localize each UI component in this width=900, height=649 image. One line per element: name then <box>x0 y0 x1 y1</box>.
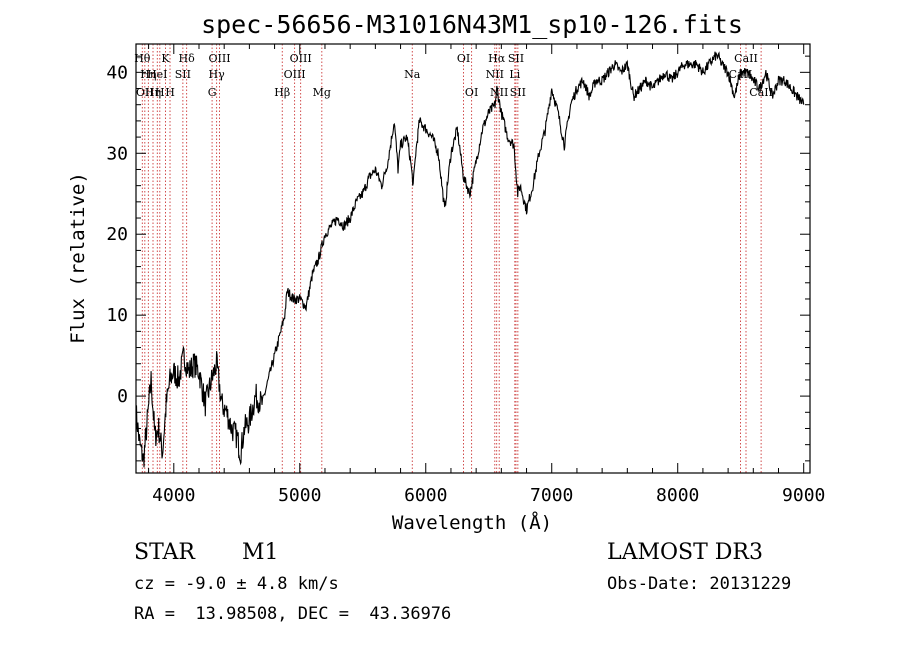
line-label: Hβ <box>274 86 290 99</box>
chart-title: spec-56656-M31016N43M1_sp10-126.fits <box>201 10 743 39</box>
line-label: Mg <box>313 86 331 99</box>
x-axis-label: Wavelength (Å) <box>392 511 552 534</box>
line-label: CaII <box>734 52 758 65</box>
line-label: H <box>155 86 165 99</box>
redshift-cz: cz = -9.0 ± 4.8 km/s <box>134 574 339 594</box>
x-tick-label: 4000 <box>152 485 195 506</box>
line-label: H <box>165 86 175 99</box>
y-axis-ticks: 0 10 20 30 40 <box>106 55 810 462</box>
line-label: Hη <box>140 68 156 81</box>
spectral-line-markers <box>141 44 762 473</box>
y-tick-label: 40 <box>106 62 128 83</box>
object-class: STAR <box>134 540 195 565</box>
object-subclass: M1 <box>242 540 279 565</box>
line-label: K <box>161 52 170 65</box>
line-label: NII <box>486 68 504 81</box>
line-label: Hγ <box>209 68 226 81</box>
line-label: SII <box>508 52 524 65</box>
line-label: SII <box>510 86 526 99</box>
line-label: Hθ <box>134 52 151 65</box>
spectrum-series-line <box>135 51 805 468</box>
line-label: Hδ <box>179 52 196 65</box>
line-label: CaII <box>749 86 773 99</box>
y-axis-label: Flux (relative) <box>67 172 89 344</box>
line-label: OIII <box>208 52 230 65</box>
coordinates: RA = 13.98508, DEC = 43.36976 <box>134 604 452 624</box>
x-tick-label: 9000 <box>782 485 825 506</box>
line-label: HeI <box>147 68 167 81</box>
line-label: Li <box>509 68 520 81</box>
x-tick-label: 5000 <box>278 485 321 506</box>
line-label: OIII <box>284 68 306 81</box>
y-tick-label: 20 <box>106 224 128 245</box>
line-label: Hη <box>145 86 161 99</box>
spectral-line-labels: HθOIIHηHηHeIHKHSIIHδGHγOIIIHβOIIIOIIIMgN… <box>134 52 773 99</box>
line-label: OI <box>465 86 478 99</box>
observation-date: Obs-Date: 20131229 <box>607 574 792 594</box>
x-tick-label: 8000 <box>656 485 699 506</box>
line-label: OII <box>136 86 154 99</box>
survey-name: LAMOST DR3 <box>607 540 763 565</box>
line-label: OI <box>457 52 470 65</box>
line-label: Na <box>404 68 421 81</box>
y-tick-label: 30 <box>106 143 128 164</box>
x-axis-ticks: 4000 5000 6000 7000 8000 9000 <box>148 44 825 506</box>
line-label: OIII <box>290 52 312 65</box>
x-tick-label: 7000 <box>530 485 573 506</box>
y-tick-label: 10 <box>106 305 128 326</box>
y-tick-label: 0 <box>117 386 128 407</box>
line-label: Hα <box>488 52 506 65</box>
x-tick-label: 6000 <box>404 485 447 506</box>
line-label: SII <box>175 68 191 81</box>
line-label: NII <box>490 86 508 99</box>
line-label: G <box>208 86 217 99</box>
plot-frame <box>135 43 811 474</box>
